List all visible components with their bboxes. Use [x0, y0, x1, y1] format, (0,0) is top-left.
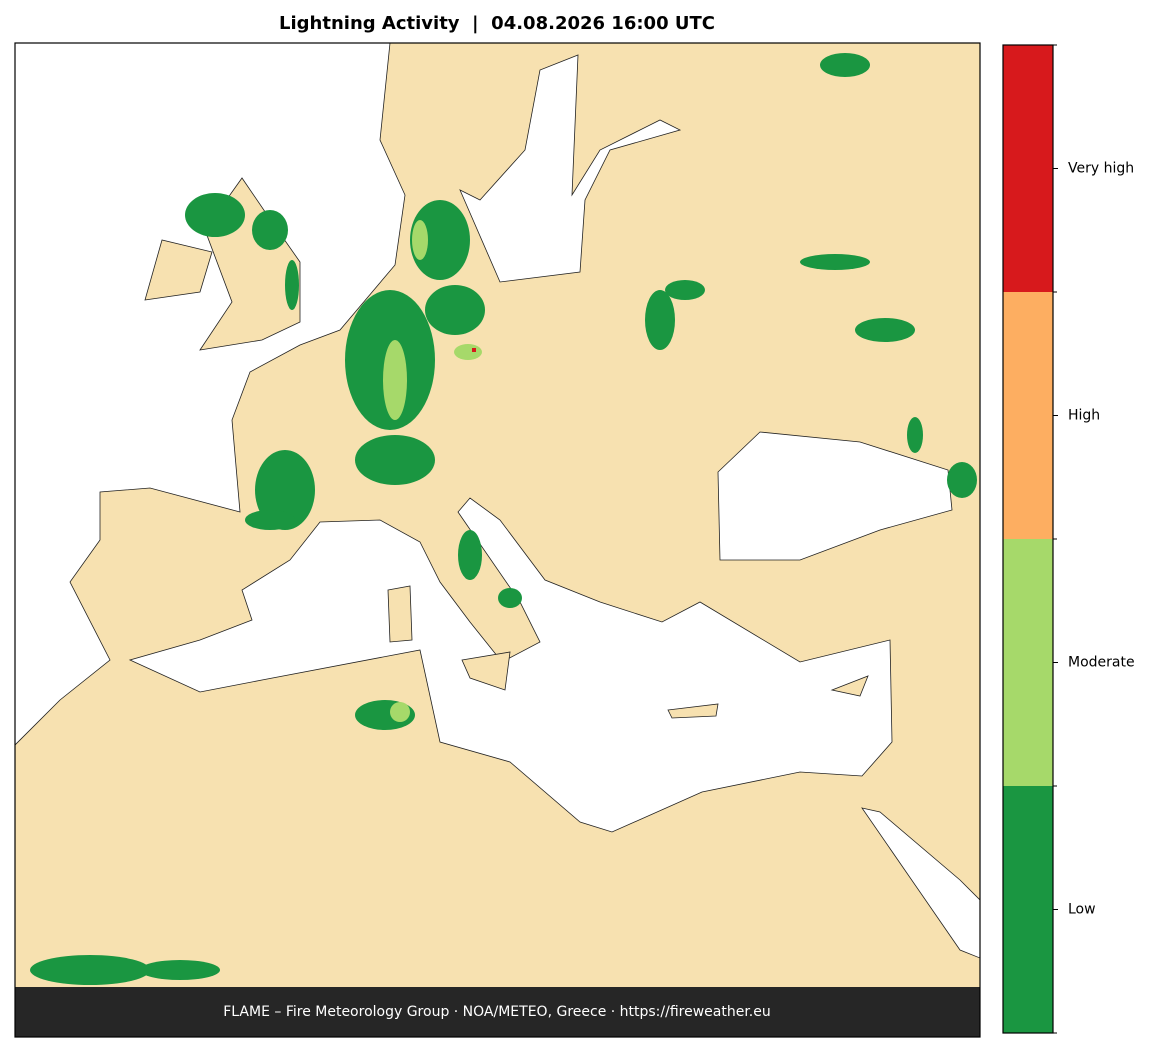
colorbar-label: High	[1068, 408, 1100, 424]
baltic	[459, 54, 682, 283]
footer-band	[15, 987, 980, 1037]
atlantic	[15, 43, 406, 746]
colorbar-segment	[1003, 786, 1053, 1033]
footer-text: FLAME – Fire Meteorology Group · NOA/MET…	[223, 1004, 771, 1020]
map-frame	[14, 42, 981, 1038]
sardinia	[387, 585, 413, 643]
colorbar-segment	[1003, 539, 1053, 786]
cyprus	[830, 675, 869, 697]
colorbar-segment	[1003, 292, 1053, 539]
colorbar: Low Moderate High Very high	[1002, 44, 1135, 1034]
colorbar-label: Low	[1068, 902, 1096, 918]
mediterranean	[128, 497, 893, 833]
sicily	[461, 651, 511, 691]
colorbar-label: Very high	[1068, 161, 1134, 177]
map	[15, 43, 980, 1037]
crete	[667, 703, 719, 719]
colorbar-frame	[1002, 44, 1054, 1034]
map-title: Lightning Activity | 04.08.2026 16:00 UT…	[279, 13, 715, 34]
ireland	[144, 239, 213, 301]
lightning-cells	[30, 53, 977, 985]
colorbar-segment	[1003, 45, 1053, 292]
red-sea	[861, 807, 980, 959]
black-sea	[717, 431, 953, 561]
colorbar-label: Moderate	[1068, 655, 1135, 671]
